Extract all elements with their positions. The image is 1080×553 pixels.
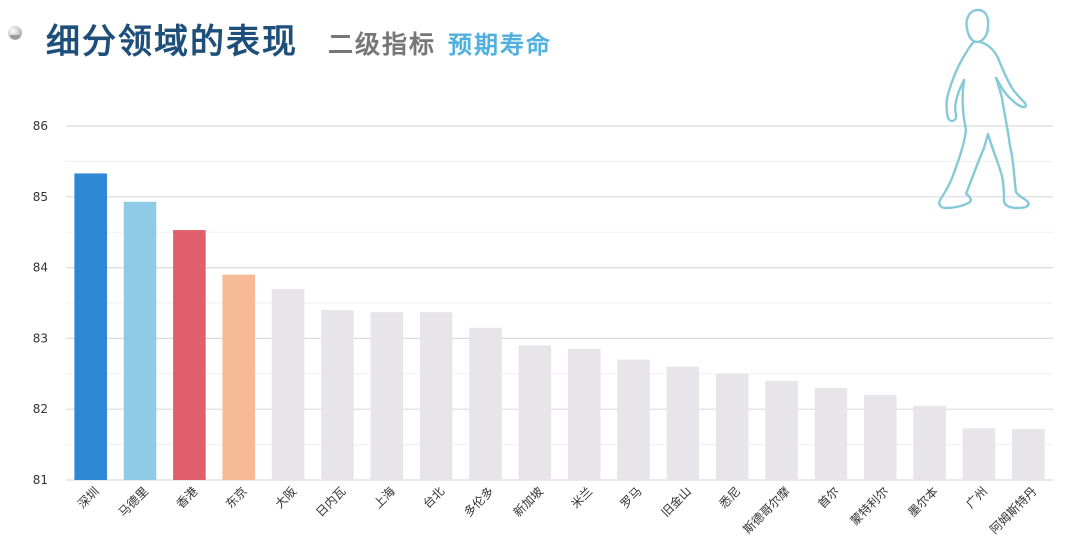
- bar-19: [962, 428, 996, 480]
- x-tick-label: 墨尔本: [905, 484, 941, 520]
- metric-title: 预期寿命: [448, 31, 553, 59]
- bar-12: [617, 359, 650, 480]
- x-tick-label: 多伦多: [461, 484, 497, 520]
- bullet-icon: [8, 26, 22, 40]
- x-tick-label: 上海: [370, 484, 398, 512]
- bar-1: [74, 173, 107, 480]
- x-tick-label: 马德里: [115, 484, 151, 520]
- bar-2: [123, 201, 157, 481]
- bar-17: [863, 395, 897, 480]
- y-tick-label: 85: [33, 190, 48, 204]
- bar-18: [913, 405, 946, 480]
- y-tick-label: 86: [33, 119, 48, 133]
- x-tick-label: 首尔: [814, 484, 842, 512]
- bar-13: [666, 366, 700, 480]
- bar-20: [1012, 429, 1045, 480]
- x-tick-label: 旧金山: [658, 484, 694, 520]
- x-tick-label: 阿姆斯特丹: [986, 484, 1039, 537]
- x-tick-label: 东京: [223, 484, 250, 511]
- x-tick-label: 大阪: [272, 484, 299, 511]
- x-tick-label: 日内瓦: [313, 484, 348, 519]
- main-title: 细分领域的表现: [46, 22, 298, 62]
- bar-layer: [74, 173, 1045, 481]
- bar-8: [419, 312, 453, 480]
- y-tick-label: 82: [33, 402, 48, 416]
- x-tick-label: 台北: [420, 484, 448, 512]
- x-tick-label: 悉尼: [716, 484, 743, 511]
- bar-10: [518, 345, 552, 480]
- x-tick-label: 香港: [174, 484, 201, 511]
- x-tick-label: 广州: [963, 484, 990, 511]
- bar-16: [814, 387, 848, 480]
- y-axis-ticks: 81 82 83 84 85 86: [33, 119, 48, 487]
- bar-6: [321, 310, 354, 480]
- x-tick-label: 罗马: [618, 484, 645, 511]
- x-tick-label: 米兰: [568, 484, 595, 511]
- bar-15: [765, 380, 798, 480]
- bar-3: [173, 230, 206, 480]
- bar-7: [370, 312, 404, 480]
- sub-title: 二级指标: [328, 30, 437, 59]
- y-tick-label: 81: [33, 473, 48, 487]
- bar-11: [567, 349, 601, 480]
- slide-header: 细分领域的表现 二级指标 预期寿命: [46, 14, 552, 70]
- y-tick-label: 83: [33, 331, 48, 345]
- bar-14: [715, 373, 749, 480]
- bar-4: [222, 274, 256, 480]
- bar-5: [271, 288, 305, 480]
- grid-layer: [66, 125, 1053, 481]
- x-tick-label: 新加坡: [510, 484, 546, 520]
- bar-9: [469, 327, 502, 480]
- x-tick-label: 蒙特利尔: [847, 484, 892, 529]
- y-tick-label: 84: [33, 261, 48, 275]
- walking-person-icon: [938, 8, 1030, 210]
- x-tick-label: 深圳: [75, 484, 102, 511]
- x-tick-label: 斯德哥尔摩: [740, 484, 793, 537]
